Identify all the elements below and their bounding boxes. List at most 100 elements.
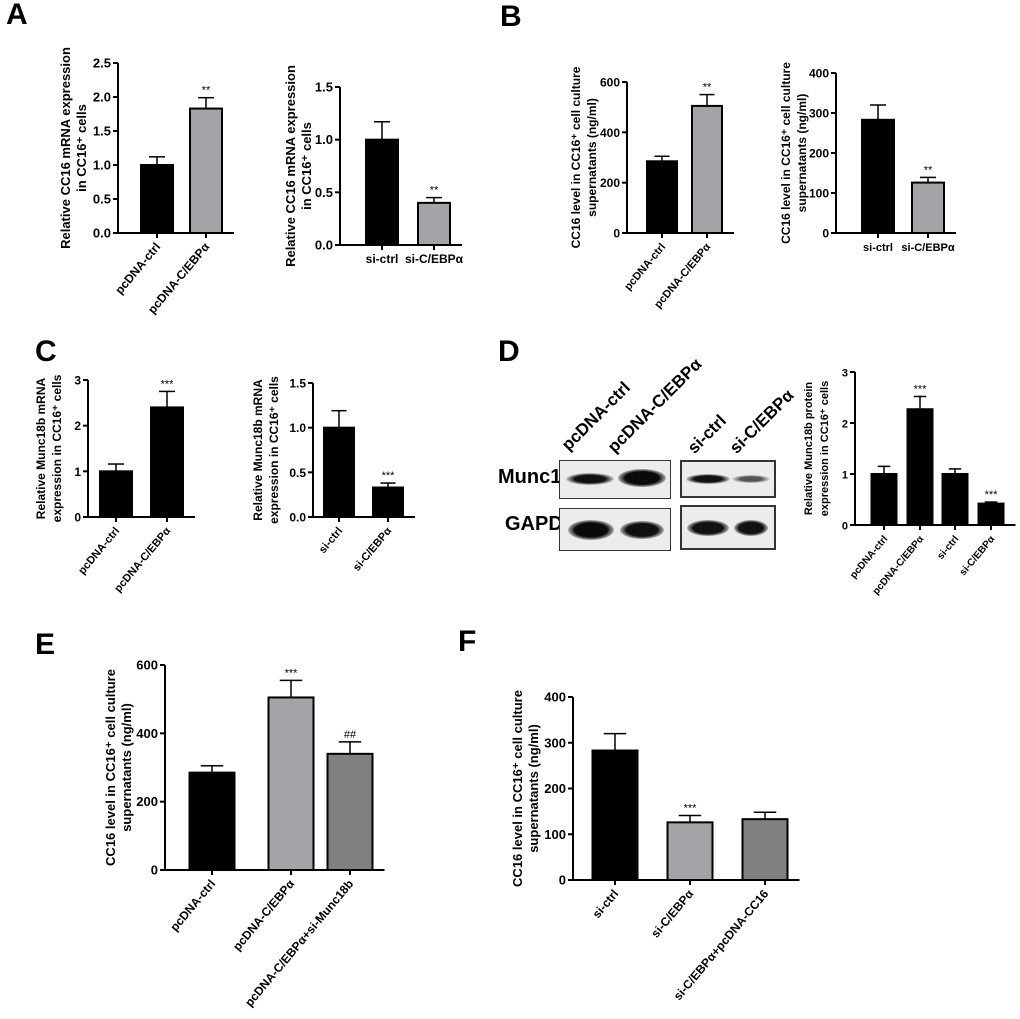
chart-a1: 0.0 0.5 1.0 1.5 2.0 2.5 Relative CC16 mRNA exp… bbox=[58, 47, 234, 316]
y-tick-label: 1.0 bbox=[93, 158, 111, 173]
x-tick-label: si-C/EBPα bbox=[648, 886, 696, 940]
bar bbox=[977, 502, 1005, 526]
y-tick-label: 0.5 bbox=[289, 466, 306, 480]
bar bbox=[911, 181, 945, 235]
y-axis-title: CC16 level in CC16⁺ cell culture bbox=[569, 66, 583, 248]
band bbox=[618, 469, 666, 487]
significance-marker: ## bbox=[344, 729, 357, 741]
y-tick-label: 0 bbox=[822, 227, 829, 241]
significance-marker: *** bbox=[285, 667, 299, 679]
y-tick-label: 0.5 bbox=[93, 192, 111, 207]
bar bbox=[189, 107, 223, 234]
y-tick-label: 1.0 bbox=[289, 421, 306, 435]
bar bbox=[365, 138, 399, 247]
y-tick-label: 200 bbox=[136, 794, 158, 809]
bar bbox=[906, 408, 934, 527]
y-axis-title: CC16 level in CC16⁺ cell culture bbox=[779, 62, 793, 244]
y-axis-title: supernatants (ng/ml) bbox=[526, 724, 541, 853]
significance-marker: *** bbox=[684, 802, 698, 814]
significance-marker: *** bbox=[914, 383, 928, 395]
x-tick-label: si-ctrl bbox=[590, 887, 622, 921]
y-axis-title: Relative CC16 mRNA expression bbox=[283, 65, 298, 267]
panel-label-b: B bbox=[500, 0, 522, 33]
bar bbox=[646, 160, 678, 234]
bar bbox=[99, 470, 133, 519]
bar bbox=[326, 752, 374, 871]
x-tick-label: pcDNA-ctrl bbox=[112, 240, 163, 297]
bar bbox=[140, 164, 174, 234]
y-tick-label: 0 bbox=[842, 521, 848, 533]
y-tick-label: 0.0 bbox=[93, 226, 111, 241]
significance-marker: *** bbox=[382, 470, 396, 482]
y-tick-label: 2.0 bbox=[93, 90, 111, 105]
x-tick-label: pcDNA-C/EBPα bbox=[112, 525, 173, 595]
band bbox=[566, 473, 614, 485]
y-axis-title: supernatants (ng/ml) bbox=[795, 94, 809, 213]
x-tick-label: si-C/EBPα bbox=[405, 252, 464, 266]
bar bbox=[372, 486, 404, 518]
y-axis-title: expression in CC16⁺ cells bbox=[267, 376, 281, 524]
chart-e: 0 200 400 600 CC16 level in CC16⁺ cell cultu… bbox=[103, 658, 385, 1009]
band bbox=[687, 520, 729, 536]
band bbox=[732, 475, 770, 483]
x-tick-label: pcDNA-C/EBPα+si-Munc18b bbox=[242, 877, 356, 1009]
y-tick-label: 2.5 bbox=[93, 56, 111, 71]
band bbox=[734, 520, 768, 536]
x-tick-label: pcDNA-ctrl bbox=[622, 241, 668, 293]
y-tick-label: 0.0 bbox=[315, 238, 333, 253]
blot-munc18b-left bbox=[559, 460, 671, 499]
bar bbox=[267, 696, 315, 871]
x-tick-label: si-C/EBPα bbox=[351, 525, 395, 574]
bar bbox=[323, 426, 355, 518]
y-tick-label: 200 bbox=[544, 781, 566, 796]
y-tick-label: 600 bbox=[600, 76, 620, 90]
chart-b1: 0 200 400 600 CC16 level in CC16⁺ cell cultu… bbox=[569, 66, 734, 311]
y-axis-title: Relative CC16 mRNA expression bbox=[58, 47, 73, 249]
bar bbox=[666, 821, 714, 881]
x-tick-label: si-ctrl bbox=[317, 525, 345, 556]
x-tick-label: pcDNA-C/EBPα bbox=[230, 876, 298, 953]
y-axis-title: expression in CC16⁺ cells bbox=[819, 381, 831, 516]
chart-d: 0 1 2 3 Relative Munc18b protein expression i… bbox=[803, 368, 1016, 597]
bar bbox=[591, 749, 639, 882]
y-tick-label: 0 bbox=[151, 863, 158, 878]
significance-marker: ** bbox=[703, 82, 712, 94]
significance-marker: ** bbox=[924, 164, 933, 176]
band bbox=[568, 520, 614, 540]
y-axis-title: CC16 level in CC16⁺ cell culture bbox=[103, 669, 118, 866]
y-tick-label: 100 bbox=[809, 187, 829, 201]
blot-gapdh-right bbox=[680, 505, 776, 550]
y-tick-label: 1.5 bbox=[315, 80, 333, 95]
y-tick-label: 1 bbox=[842, 470, 848, 482]
y-axis-title: Relative Munc18b mRNA bbox=[251, 379, 265, 521]
y-tick-label: 2 bbox=[842, 419, 848, 431]
y-tick-label: 600 bbox=[136, 658, 158, 673]
y-axis-title: Relative Munc18b mRNA bbox=[34, 377, 48, 519]
bar bbox=[417, 201, 451, 247]
y-axis-title: expression in CC16⁺ cells bbox=[50, 374, 64, 522]
significance-marker: ** bbox=[430, 185, 439, 197]
panel-label-e: E bbox=[35, 628, 56, 661]
panel-label-d: D bbox=[498, 335, 520, 368]
x-tick-label: si-C/EBPα bbox=[958, 533, 998, 578]
x-tick-label: pcDNA-ctrl bbox=[167, 877, 218, 934]
y-tick-label: 100 bbox=[544, 827, 566, 842]
y-axis-title: in CC16⁺ cells bbox=[74, 104, 89, 192]
chart-f: 0 100 200 300 400 CC16 level in CC16⁺ cell cu… bbox=[510, 690, 800, 1003]
x-tick-label: si-ctrl bbox=[935, 534, 961, 562]
bar bbox=[188, 771, 236, 871]
panel-label-f: F bbox=[458, 625, 477, 658]
significance-marker: ** bbox=[202, 85, 211, 97]
y-tick-label: 200 bbox=[809, 147, 829, 161]
chart-a2: 0.0 0.5 1.0 1.5 Relative CC16 mRNA expressio… bbox=[283, 65, 464, 267]
bar bbox=[941, 473, 969, 526]
blot-gapdh-left bbox=[559, 508, 671, 551]
chart-c2: 0.0 0.5 1.0 1.5 Relative Munc18b mRNA express… bbox=[251, 376, 415, 574]
y-tick-label: 0 bbox=[613, 227, 620, 241]
significance-marker: *** bbox=[161, 378, 175, 390]
y-tick-label: 3 bbox=[842, 368, 848, 380]
y-tick-label: 400 bbox=[544, 690, 566, 705]
y-axis-title: Relative Munc18b protein bbox=[803, 382, 815, 516]
